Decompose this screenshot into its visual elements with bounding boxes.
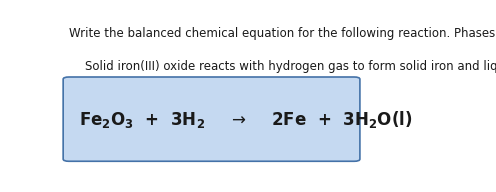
Text: Write the balanced chemical equation for the following reaction. Phases are opti: Write the balanced chemical equation for…: [69, 27, 496, 41]
Text: Solid iron(III) oxide reacts with hydrogen gas to form solid iron and liquid wat: Solid iron(III) oxide reacts with hydrog…: [85, 60, 496, 73]
Text: $\mathregular{Fe_2O_3}$  +  $\mathregular{3H_2}$    $\rightarrow$    $\mathregul: $\mathregular{Fe_2O_3}$ + $\mathregular{…: [79, 109, 413, 130]
FancyBboxPatch shape: [63, 77, 360, 161]
